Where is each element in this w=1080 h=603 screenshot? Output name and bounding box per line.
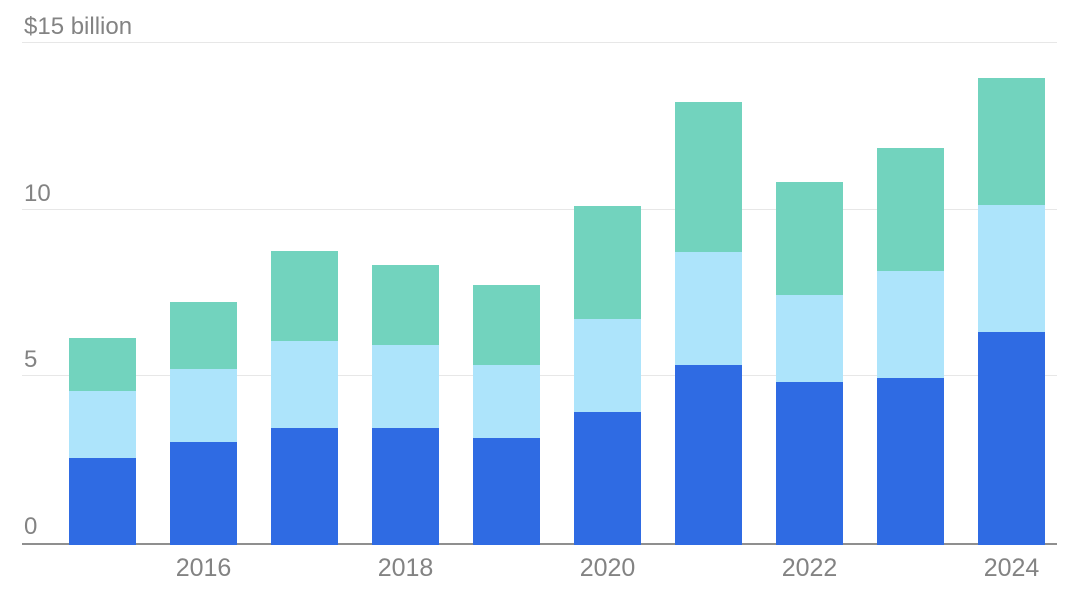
- bar-2019: [473, 285, 540, 545]
- bar-2017-segment-light-blue: [271, 341, 338, 428]
- bar-2015: [69, 338, 136, 545]
- x-tick-label-2024: 2024: [983, 554, 1040, 582]
- bar-2018: [372, 265, 439, 545]
- bar-2020-segment-blue: [574, 412, 641, 545]
- bar-2021-segment-light-blue: [675, 252, 742, 365]
- bar-2022-segment-teal: [776, 182, 843, 295]
- bar-2015-segment-light-blue: [69, 391, 136, 458]
- bar-2015-segment-teal: [69, 338, 136, 391]
- bar-2016-segment-teal: [170, 302, 237, 369]
- bar-2022-segment-blue: [776, 382, 843, 545]
- x-tick-label-2016: 2016: [175, 554, 232, 582]
- bar-2023-segment-teal: [877, 148, 944, 271]
- bar-2017: [271, 251, 338, 545]
- y-tick-label-5: 5: [24, 346, 38, 374]
- x-tick-label-2018: 2018: [377, 554, 434, 582]
- gridline-15: [22, 42, 1057, 43]
- bar-2017-segment-teal: [271, 251, 338, 341]
- bar-2018-segment-light-blue: [372, 345, 439, 428]
- bar-2024-segment-blue: [978, 332, 1045, 545]
- bar-2017-segment-blue: [271, 428, 338, 545]
- bar-2016-segment-blue: [170, 442, 237, 545]
- x-tick-label-2022: 2022: [781, 554, 838, 582]
- bar-2022-segment-light-blue: [776, 295, 843, 382]
- bar-2023: [877, 148, 944, 545]
- bar-2020-segment-light-blue: [574, 319, 641, 412]
- y-tick-label-10: 10: [24, 179, 51, 207]
- gridline-10: [22, 208, 1057, 210]
- bar-2023-segment-light-blue: [877, 271, 944, 378]
- bar-2019-segment-light-blue: [473, 365, 540, 438]
- bar-2019-segment-blue: [473, 438, 540, 545]
- bar-2020: [574, 206, 641, 545]
- bar-2024-segment-teal: [978, 78, 1045, 205]
- bar-2015-segment-blue: [69, 458, 136, 545]
- bar-2021-segment-blue: [675, 365, 742, 545]
- bar-2023-segment-blue: [877, 378, 944, 545]
- y-tick-label-15: $15 billion: [24, 13, 133, 40]
- bar-2016: [170, 302, 237, 545]
- bar-2021: [675, 102, 742, 545]
- bar-2024: [978, 78, 1045, 545]
- bar-2016-segment-light-blue: [170, 369, 237, 442]
- bar-2021-segment-teal: [675, 102, 742, 252]
- y-tick-label-0: 0: [24, 513, 38, 540]
- bar-2019-segment-teal: [473, 285, 540, 365]
- bar-2024-segment-light-blue: [978, 205, 1045, 332]
- x-tick-label-2020: 2020: [579, 554, 636, 582]
- bar-2018-segment-blue: [372, 428, 439, 545]
- bar-2020-segment-teal: [574, 206, 641, 319]
- bar-2022: [776, 182, 843, 545]
- bar-2018-segment-teal: [372, 265, 439, 345]
